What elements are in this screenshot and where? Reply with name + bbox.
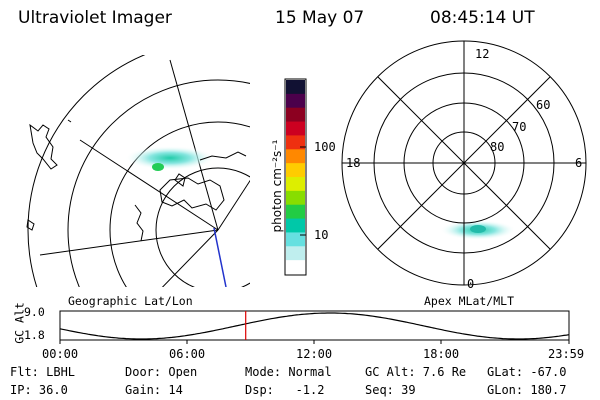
altitude-ytick-max: 9.0: [24, 305, 45, 319]
altitude-ytick-min: 1.8: [24, 328, 45, 342]
mlat-label-80: 80: [490, 140, 505, 154]
info-glon: GLon: 180.7: [487, 383, 567, 397]
info-glat: GLat: -67.0: [487, 365, 567, 379]
colorbar-segment: [286, 93, 305, 109]
polar-map: [341, 40, 587, 286]
info-gc-alt: GC Alt: 7.6 Re: [365, 365, 467, 379]
colorbar-segment: [286, 232, 305, 247]
info-door: Door: Open: [125, 365, 198, 379]
polar-map-label: Apex MLat/MLT: [424, 294, 515, 308]
time-label: 08:45:14 UT: [430, 8, 535, 28]
mlt-label-12: 12: [475, 47, 490, 61]
info-ip: IP: 36.0: [10, 383, 68, 397]
mlt-label-6: 6: [575, 156, 583, 170]
info-seq: Seq: 39: [365, 383, 416, 397]
xtick-0600: 06:00: [169, 347, 206, 361]
colorbar-segment: [286, 135, 305, 150]
colorbar-segment: [286, 121, 305, 136]
instrument-title: Ultraviolet Imager: [18, 8, 172, 28]
mlat-label-70: 70: [512, 120, 527, 134]
geographic-map: [26, 55, 250, 287]
colorbar-segment: [286, 260, 305, 275]
date-label: 15 May 07: [275, 8, 365, 28]
info-filter: Flt: LBHL: [10, 365, 76, 379]
colorbar-segment: [286, 80, 305, 95]
colorbar-segment: [286, 107, 305, 123]
info-dsp: Dsp: -1.2: [245, 383, 325, 397]
coastlines: [26, 119, 247, 242]
xtick-0000: 00:00: [42, 347, 79, 361]
info-mode: Mode: Normal: [245, 365, 332, 379]
colorbar-unit-label: photon cm⁻²s⁻¹: [270, 139, 284, 233]
geographic-map-label: Geographic Lat/Lon: [68, 294, 193, 308]
ground-track: [213, 227, 227, 287]
colorbar-segment: [286, 204, 305, 220]
color-bar: [284, 78, 307, 276]
colorbar-segment: [286, 218, 305, 233]
colorbar-segment: [286, 246, 305, 261]
colorbar-tick-10: 10: [314, 228, 329, 242]
mlat-label-60: 60: [536, 98, 551, 112]
aurora-emission: [125, 146, 215, 170]
info-gain: Gain: 14: [125, 383, 183, 397]
xtick-2359: 23:59: [548, 347, 585, 361]
mlt-label-18: 18: [346, 156, 361, 170]
colorbar-tick-100: 100: [314, 140, 336, 154]
colorbar-segment: [286, 190, 305, 206]
meridians: [39, 59, 250, 287]
colorbar-segment: [286, 163, 305, 178]
colorbar-segment: [286, 149, 305, 164]
altitude-plot: [59, 310, 570, 344]
xtick-1200: 12:00: [296, 347, 333, 361]
mlt-label-0: 0: [467, 277, 475, 291]
colorbar-segment: [286, 177, 305, 192]
latitude-circles: [27, 55, 250, 287]
xtick-1800: 18:00: [423, 347, 460, 361]
aurora-peak: [152, 163, 164, 171]
